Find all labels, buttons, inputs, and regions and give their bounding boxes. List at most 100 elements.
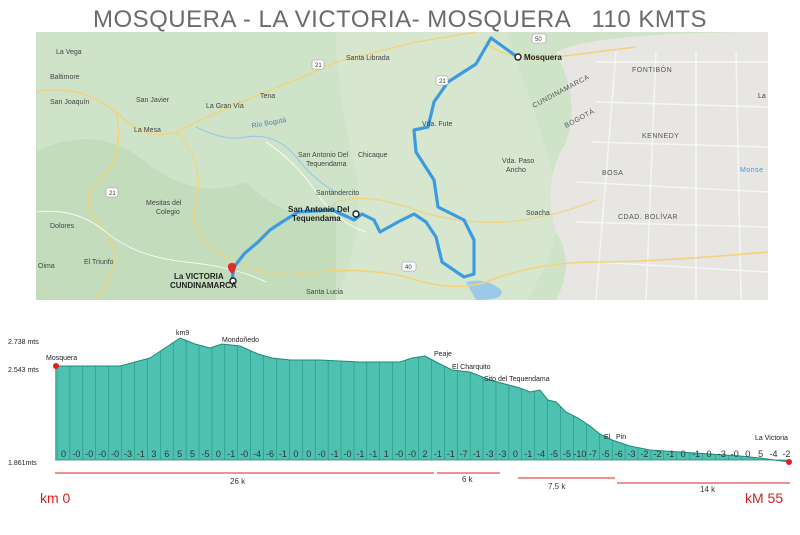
place-label: Monse bbox=[740, 167, 764, 174]
grade-label: -1 bbox=[473, 449, 481, 459]
terrain-shade-central bbox=[336, 32, 558, 300]
waypoint-label: La Victoria bbox=[755, 435, 788, 442]
road-shield-21-c: 21 bbox=[105, 187, 119, 198]
svg-text:21: 21 bbox=[109, 191, 116, 197]
grade-label: -1 bbox=[434, 449, 442, 459]
grade-label: -0 bbox=[731, 449, 739, 459]
urban-streets bbox=[575, 51, 768, 300]
start-marker-icon[interactable] bbox=[514, 53, 522, 61]
grade-label: 5 bbox=[758, 449, 763, 459]
grade-label: 0 bbox=[293, 449, 298, 459]
grade-label: -6 bbox=[266, 449, 274, 459]
profile-end-marker bbox=[786, 459, 792, 465]
place-label: Oima bbox=[38, 263, 55, 270]
grade-label: -1 bbox=[331, 449, 339, 459]
elevation-profile: 2.738 mts 2.543 mts 1.861mts km9 Mondoñe… bbox=[0, 300, 800, 530]
grade-label: -4 bbox=[253, 449, 261, 459]
grade-label: -0 bbox=[318, 449, 326, 459]
place-label: La Vega bbox=[56, 49, 82, 56]
grade-label: -3 bbox=[498, 449, 506, 459]
road-40 bbox=[315, 251, 768, 288]
grade-label: 1 bbox=[384, 449, 389, 459]
place-label: FONTIBÓN bbox=[632, 65, 672, 74]
road-west bbox=[87, 111, 120, 300]
svg-text:21: 21 bbox=[315, 63, 322, 69]
urban-area-bogota bbox=[550, 32, 768, 300]
grade-label: -0 bbox=[408, 449, 416, 459]
grade-label: -1 bbox=[447, 449, 455, 459]
grade-label: 0 bbox=[706, 449, 711, 459]
grade-label: -3 bbox=[718, 449, 726, 459]
road-shield-50: 50 bbox=[531, 33, 547, 44]
grade-label: 0 bbox=[681, 449, 686, 459]
grade-label: 0 bbox=[306, 449, 311, 459]
grade-label: -4 bbox=[537, 449, 545, 459]
segment-distance: 14 k bbox=[700, 485, 716, 494]
grade-label: 0 bbox=[216, 449, 221, 459]
place-label: Tena bbox=[260, 93, 275, 100]
km-start-label: km 0 bbox=[40, 490, 71, 506]
grade-label: 0 bbox=[745, 449, 750, 459]
waypoint-label: Mosquera bbox=[46, 355, 77, 362]
place-label: San Antonio Del bbox=[298, 152, 349, 159]
grade-label: -5 bbox=[550, 449, 558, 459]
grade-label: -0 bbox=[85, 449, 93, 459]
grade-label: -4 bbox=[770, 449, 778, 459]
road-central bbox=[175, 131, 317, 276]
place-label: KENNEDY bbox=[642, 133, 679, 140]
grade-label: -3 bbox=[628, 449, 636, 459]
route-path[interactable] bbox=[230, 36, 518, 282]
road-shield-40: 40 bbox=[401, 261, 417, 272]
svg-text:21: 21 bbox=[439, 79, 446, 85]
grade-label: -5 bbox=[201, 449, 209, 459]
map-canvas[interactable]: 50 21 21 40 21 La Vega Baltimore San Joa… bbox=[36, 32, 768, 300]
end-marker-icon[interactable] bbox=[229, 277, 237, 285]
segment-distance: 6 k bbox=[462, 475, 474, 484]
elevation-profile-line bbox=[55, 337, 790, 463]
place-label: San Joaquín bbox=[50, 99, 89, 106]
grade-label: -5 bbox=[602, 449, 610, 459]
road-shield-21-a: 21 bbox=[311, 59, 325, 70]
grade-label: -0 bbox=[240, 449, 248, 459]
grade-label: 5 bbox=[190, 449, 195, 459]
grade-labels: 0 -0 -0 -0 -0 -3 -1 3 6 5 5 -5 0 -1 -0 -4 -6 -1 0 0 -0 -1 -0 -1… bbox=[61, 449, 791, 459]
place-label: Dolores bbox=[50, 223, 75, 230]
waypoint-label-1: San Antonio Del bbox=[288, 205, 349, 214]
grade-label: 5 bbox=[177, 449, 182, 459]
grade-label: -2 bbox=[782, 449, 790, 459]
place-label: Soacha bbox=[526, 210, 550, 217]
end-pin-icon[interactable] bbox=[227, 263, 237, 274]
road-soacha bbox=[335, 197, 597, 223]
terrain-shade-west bbox=[36, 139, 336, 300]
profile-start-marker bbox=[53, 363, 59, 369]
grade-label: -1 bbox=[137, 449, 145, 459]
elevation-profile-area bbox=[55, 338, 789, 462]
grade-label: -7 bbox=[460, 449, 468, 459]
waypoint-label: Peaje bbox=[434, 351, 452, 358]
grade-label: -0 bbox=[72, 449, 80, 459]
grade-label: 2 bbox=[422, 449, 427, 459]
route-map[interactable]: 50 21 21 40 21 La Vega Baltimore San Joa… bbox=[36, 32, 768, 300]
grade-label: -1 bbox=[524, 449, 532, 459]
grade-label: -10 bbox=[573, 449, 586, 459]
grade-label: -2 bbox=[640, 449, 648, 459]
grade-label: -1 bbox=[356, 449, 364, 459]
grade-label: 0 bbox=[61, 449, 66, 459]
grade-label: -1 bbox=[692, 449, 700, 459]
grade-label: -7 bbox=[589, 449, 597, 459]
place-label: Colegio bbox=[156, 209, 180, 216]
waypoint-label: km9 bbox=[176, 330, 189, 337]
grade-label: 0 bbox=[513, 449, 518, 459]
end-marker-label-1: La VICTORIA bbox=[174, 272, 224, 281]
place-label: Santa Librada bbox=[346, 55, 390, 62]
grade-label: -1 bbox=[666, 449, 674, 459]
grade-label: -1 bbox=[369, 449, 377, 459]
waypoint-label: Pin bbox=[616, 434, 626, 441]
waypoint-marker-icon[interactable] bbox=[352, 210, 360, 218]
start-marker-label: Mosquera bbox=[524, 53, 562, 62]
place-label: El Triunfo bbox=[84, 259, 114, 266]
grade-label: -1 bbox=[227, 449, 235, 459]
place-label: Santa Lucia bbox=[306, 289, 343, 296]
place-label: San Javier bbox=[136, 97, 170, 104]
grade-label: -2 bbox=[653, 449, 661, 459]
